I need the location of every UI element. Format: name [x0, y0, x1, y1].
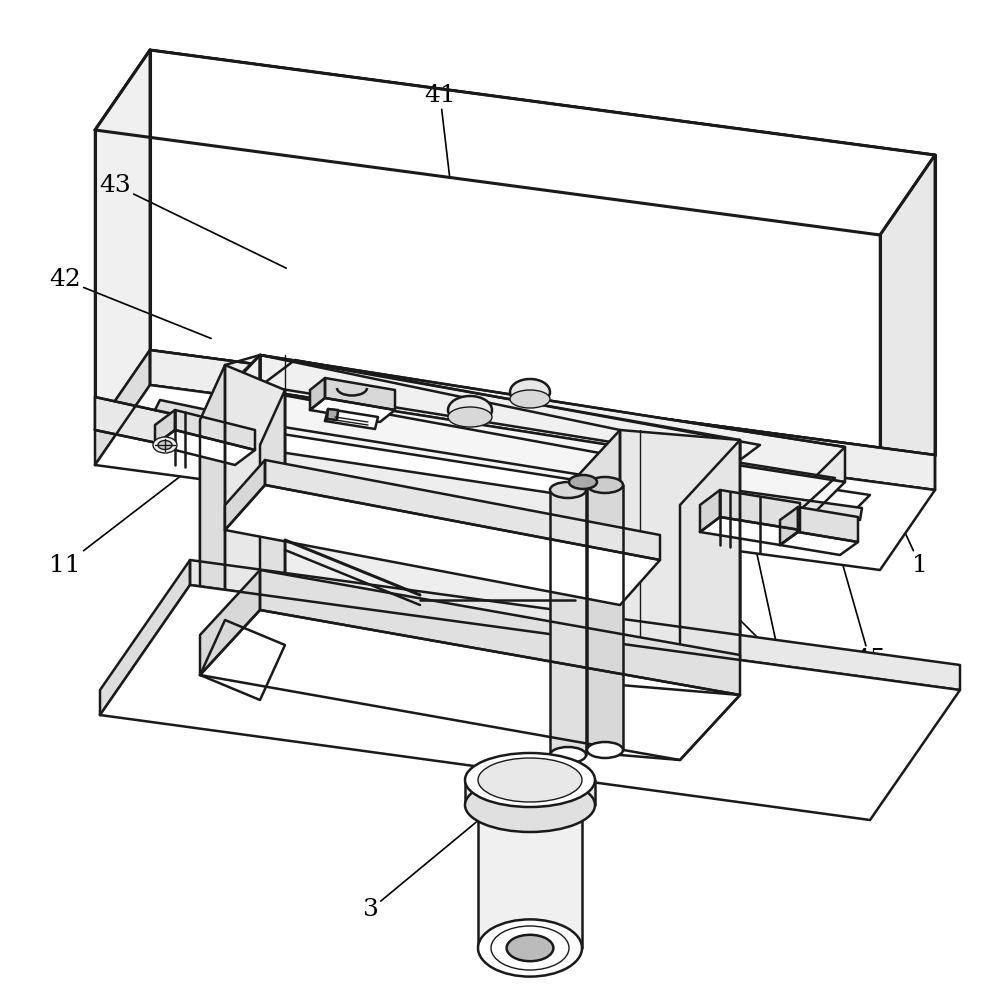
Polygon shape	[225, 485, 660, 605]
Polygon shape	[95, 50, 150, 430]
Polygon shape	[150, 50, 935, 455]
Polygon shape	[560, 430, 620, 750]
Polygon shape	[260, 355, 740, 695]
Ellipse shape	[510, 379, 550, 405]
Text: 44: 44	[756, 549, 796, 672]
Ellipse shape	[507, 935, 553, 961]
Polygon shape	[700, 517, 800, 545]
Polygon shape	[100, 560, 190, 715]
Polygon shape	[200, 610, 740, 760]
Polygon shape	[310, 378, 325, 410]
Polygon shape	[680, 440, 740, 760]
Ellipse shape	[465, 753, 595, 807]
Polygon shape	[325, 409, 378, 429]
Polygon shape	[200, 610, 740, 760]
Polygon shape	[260, 390, 285, 700]
Polygon shape	[225, 460, 265, 530]
Polygon shape	[155, 400, 255, 430]
Polygon shape	[200, 365, 225, 675]
Polygon shape	[200, 570, 260, 675]
Polygon shape	[780, 507, 798, 545]
Text: 43: 43	[99, 174, 287, 268]
Polygon shape	[798, 507, 858, 542]
Ellipse shape	[491, 926, 569, 970]
Ellipse shape	[478, 919, 582, 977]
Ellipse shape	[153, 437, 177, 453]
Polygon shape	[95, 385, 935, 570]
Polygon shape	[95, 50, 935, 235]
Ellipse shape	[587, 742, 623, 758]
Polygon shape	[327, 409, 338, 420]
Polygon shape	[325, 378, 395, 410]
Polygon shape	[225, 390, 845, 517]
Polygon shape	[200, 620, 285, 700]
Ellipse shape	[569, 475, 597, 489]
Ellipse shape	[448, 396, 492, 424]
Ellipse shape	[478, 758, 582, 802]
Polygon shape	[175, 410, 255, 450]
Text: 2: 2	[693, 573, 808, 692]
Ellipse shape	[550, 747, 586, 763]
Polygon shape	[155, 410, 175, 445]
Polygon shape	[880, 155, 935, 535]
Text: 1: 1	[892, 504, 928, 576]
Polygon shape	[95, 397, 200, 452]
Polygon shape	[700, 490, 720, 532]
Polygon shape	[150, 350, 935, 490]
Polygon shape	[260, 570, 740, 695]
Polygon shape	[620, 430, 740, 695]
Polygon shape	[780, 532, 858, 555]
Polygon shape	[560, 685, 740, 760]
Text: 11: 11	[49, 468, 192, 576]
Polygon shape	[225, 365, 285, 645]
Ellipse shape	[158, 440, 172, 450]
Polygon shape	[310, 398, 395, 422]
Ellipse shape	[510, 390, 550, 408]
Polygon shape	[720, 490, 800, 530]
Polygon shape	[100, 585, 960, 820]
Ellipse shape	[587, 477, 623, 493]
Ellipse shape	[465, 778, 595, 832]
Polygon shape	[200, 400, 870, 535]
Polygon shape	[150, 350, 935, 490]
Text: 5: 5	[653, 442, 768, 522]
Polygon shape	[695, 485, 862, 520]
Polygon shape	[155, 430, 255, 465]
Text: 3: 3	[362, 793, 512, 922]
Text: 42: 42	[49, 268, 211, 338]
Polygon shape	[680, 440, 740, 760]
Polygon shape	[265, 460, 660, 560]
Polygon shape	[95, 350, 150, 465]
Ellipse shape	[550, 482, 586, 498]
Ellipse shape	[448, 407, 492, 427]
Polygon shape	[260, 355, 845, 482]
Polygon shape	[190, 560, 960, 690]
Polygon shape	[200, 355, 260, 675]
Text: 41: 41	[424, 84, 455, 176]
Polygon shape	[225, 355, 845, 482]
Text: 45: 45	[841, 559, 886, 672]
Polygon shape	[225, 355, 260, 425]
